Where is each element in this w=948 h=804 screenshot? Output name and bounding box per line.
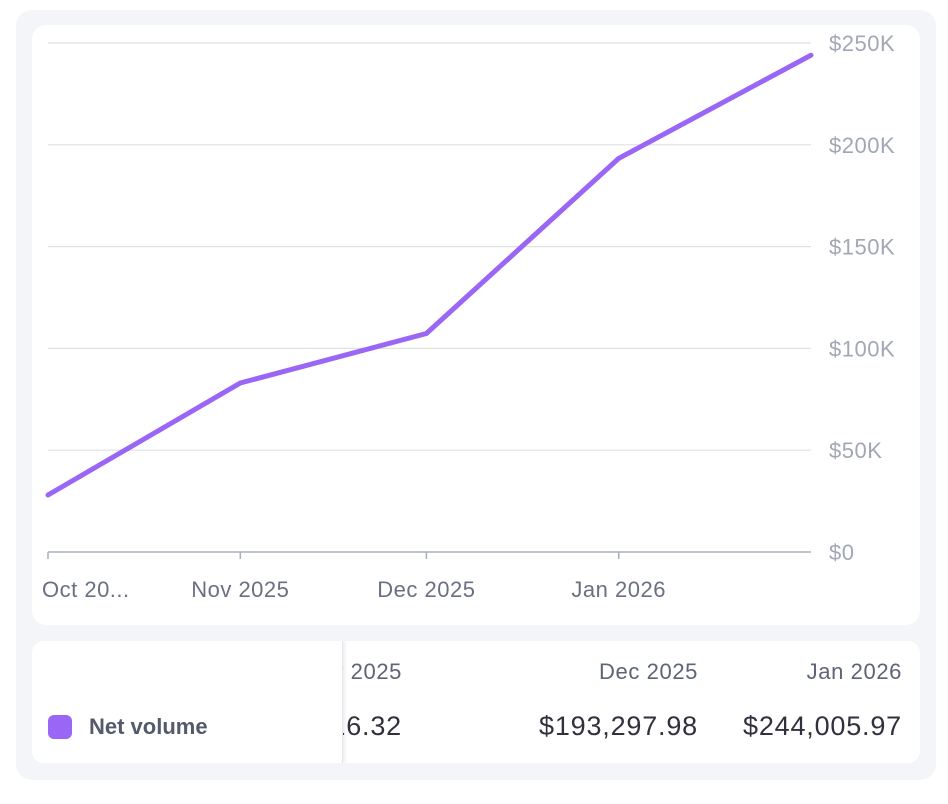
y-tick-label: $200K	[829, 133, 895, 158]
table-column-jan-2026: Jan 2026 $244,005.97	[706, 641, 910, 763]
column-header: Nov 2025	[343, 659, 402, 684]
column-value: $193,297.98	[539, 711, 698, 741]
y-tick-label: $150K	[829, 235, 895, 260]
x-tick-label: Jan 2026	[571, 577, 666, 602]
x-tick-label: Dec 2025	[377, 577, 475, 602]
y-tick-label: $50K	[829, 438, 882, 463]
series-color-swatch	[48, 715, 72, 739]
column-header: Dec 2025	[599, 659, 698, 684]
table-scroll-area[interactable]: Nov 2025 $107,316.32 Dec 2025 $193,297.9…	[343, 641, 920, 763]
column-value: $107,316.32	[343, 711, 402, 741]
net-volume-chart-card: $0 $50K $100K $150K $200K $250K Oct 20... Nov 2…	[32, 25, 920, 625]
table-column-dec-2025: Dec 2025 $193,297.98	[418, 641, 706, 763]
x-tick-label: Oct 20...	[42, 577, 130, 602]
net-volume-line-chart[interactable]: $0 $50K $100K $150K $200K $250K Oct 20... Nov 2…	[32, 25, 920, 625]
column-header: Jan 2026	[806, 659, 902, 684]
y-tick-label: $0	[829, 540, 854, 565]
series-name-label: Net volume	[89, 714, 208, 739]
table-column-nov-2025: Nov 2025 $107,316.32	[343, 641, 410, 763]
column-value: $244,005.97	[743, 711, 902, 741]
series-line-net-volume	[45, 52, 814, 498]
y-tick-label: $100K	[829, 336, 895, 361]
summary-table[interactable]: Net volume Nov 2025 $107,316.32 Dec 2025…	[32, 641, 920, 763]
x-tick-label: Nov 2025	[191, 577, 289, 602]
legend-cell: Net volume	[32, 641, 343, 763]
y-tick-label: $250K	[829, 31, 895, 56]
